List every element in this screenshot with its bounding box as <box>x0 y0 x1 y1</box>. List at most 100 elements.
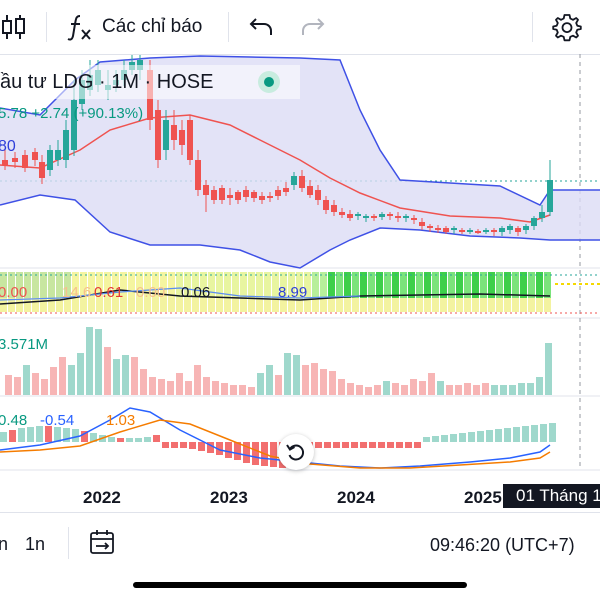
indicator-cell <box>376 272 383 312</box>
indicator-cell <box>144 298 151 312</box>
indicator-cell <box>280 272 287 312</box>
chart-canvas[interactable] <box>0 54 600 512</box>
indicators-button[interactable]: Các chỉ báo <box>66 8 202 46</box>
indicator-cell <box>432 298 439 312</box>
macd-histogram-bar <box>387 442 394 448</box>
macd-histogram-bar <box>54 427 61 442</box>
indicator-cell <box>520 298 527 312</box>
volume-bar <box>464 383 471 395</box>
indicator-cell <box>512 272 519 312</box>
macd-histogram-bar <box>234 442 241 460</box>
indicator-cell <box>184 272 191 312</box>
indicator-cell <box>64 272 71 312</box>
indicator-cell <box>320 298 327 312</box>
candle-body <box>55 150 61 160</box>
indicator-cell <box>272 298 279 312</box>
settings-button[interactable] <box>549 10 585 44</box>
volume-bar <box>302 365 309 395</box>
macd-histogram-bar <box>459 433 466 442</box>
volume-bar <box>266 365 273 395</box>
interval-button-partial[interactable]: n <box>0 534 9 554</box>
indicator-cell <box>344 298 351 312</box>
candle-body <box>235 192 241 200</box>
macd-histogram-bar <box>504 428 511 442</box>
indicator-cell <box>216 272 223 312</box>
indicator-value-2: 14.6 <box>62 284 92 301</box>
indicator-cell <box>416 272 423 312</box>
macd-histogram-bar <box>180 442 187 448</box>
redo-button[interactable] <box>296 10 330 44</box>
volume-bar <box>482 383 489 395</box>
bottom-bar: n 1n 09:46:20 (UTC+7) <box>0 512 600 573</box>
indicator-cell <box>184 298 191 312</box>
volume-bar <box>365 387 372 395</box>
candle-body <box>387 214 393 216</box>
clock-timezone[interactable]: 09:46:20 (UTC+7) <box>430 535 575 555</box>
symbol-title-box[interactable]: ầu tư LDG · 1M · HOSE <box>0 65 300 99</box>
redo-icon <box>302 18 325 35</box>
chart-type-button[interactable] <box>0 8 28 46</box>
indicator-cell <box>40 272 47 312</box>
indicator-cell <box>520 272 527 312</box>
macd-pane <box>0 407 556 469</box>
indicator-cell <box>384 298 391 312</box>
indicator-value-3: 0.61 <box>94 284 124 301</box>
candle-body <box>283 188 289 192</box>
candle-body <box>291 176 297 185</box>
macd-histogram-bar <box>315 442 322 448</box>
fx-icon <box>67 15 91 41</box>
indicator-cell <box>32 298 39 312</box>
volume-bar <box>176 373 183 395</box>
volume-bar <box>329 371 336 395</box>
volume-bar <box>500 385 507 395</box>
date-range-button[interactable] <box>88 529 120 559</box>
indicator-cell <box>504 298 511 312</box>
indicator-cell <box>200 272 207 312</box>
indicator-cell <box>424 298 431 312</box>
indicator-cell <box>464 298 471 312</box>
indicator-cell <box>536 272 543 312</box>
candle-body <box>187 120 193 160</box>
indicator-cell <box>88 298 95 312</box>
candle-body <box>219 188 225 200</box>
macd-histogram-bar <box>72 429 79 442</box>
volume-value: 3.571M <box>0 336 49 353</box>
indicator-cell <box>256 298 263 312</box>
toolbar-separator <box>532 12 533 42</box>
indicator-cell <box>392 298 399 312</box>
volume-bar <box>320 369 327 395</box>
reset-chart-button[interactable] <box>278 434 314 470</box>
indicator-cell <box>240 298 247 312</box>
candle-body <box>259 196 265 200</box>
indicator-cell <box>0 272 7 312</box>
candle-body <box>499 228 505 232</box>
chart-area[interactable]: ầu tư LDG · 1M · HOSE 5.78 +2.74 (+90.13… <box>0 54 600 512</box>
indicator-cell <box>160 298 167 312</box>
volume-bar <box>212 381 219 395</box>
indicator-cell <box>56 298 63 312</box>
volume-bar <box>41 379 48 395</box>
indicator-cell <box>200 298 207 312</box>
interval-button-1n[interactable]: 1n <box>25 534 46 554</box>
indicator-cell <box>400 298 407 312</box>
macd-histogram-bar <box>270 442 277 467</box>
indicator-cell <box>152 298 159 312</box>
price-change-legend: 5.78 +2.74 (+90.13%) <box>0 105 144 122</box>
candle-body <box>211 190 217 200</box>
volume-bar <box>455 385 462 395</box>
volume-bar <box>419 381 426 395</box>
indicator-cell <box>368 298 375 312</box>
year-label-2022: 2022 <box>83 488 121 507</box>
candle-body <box>435 228 441 230</box>
indicator-cell <box>232 272 239 312</box>
indicator-cell <box>240 272 247 312</box>
macd-histogram-bar <box>342 442 349 448</box>
macd-histogram-bar <box>117 438 124 442</box>
candle-body <box>39 162 45 178</box>
candle-body <box>507 226 513 230</box>
candle-body <box>155 110 161 160</box>
indicator-cell <box>336 272 343 312</box>
volume-pane <box>5 327 552 395</box>
undo-button[interactable] <box>244 10 278 44</box>
bottom-separator <box>68 527 69 559</box>
